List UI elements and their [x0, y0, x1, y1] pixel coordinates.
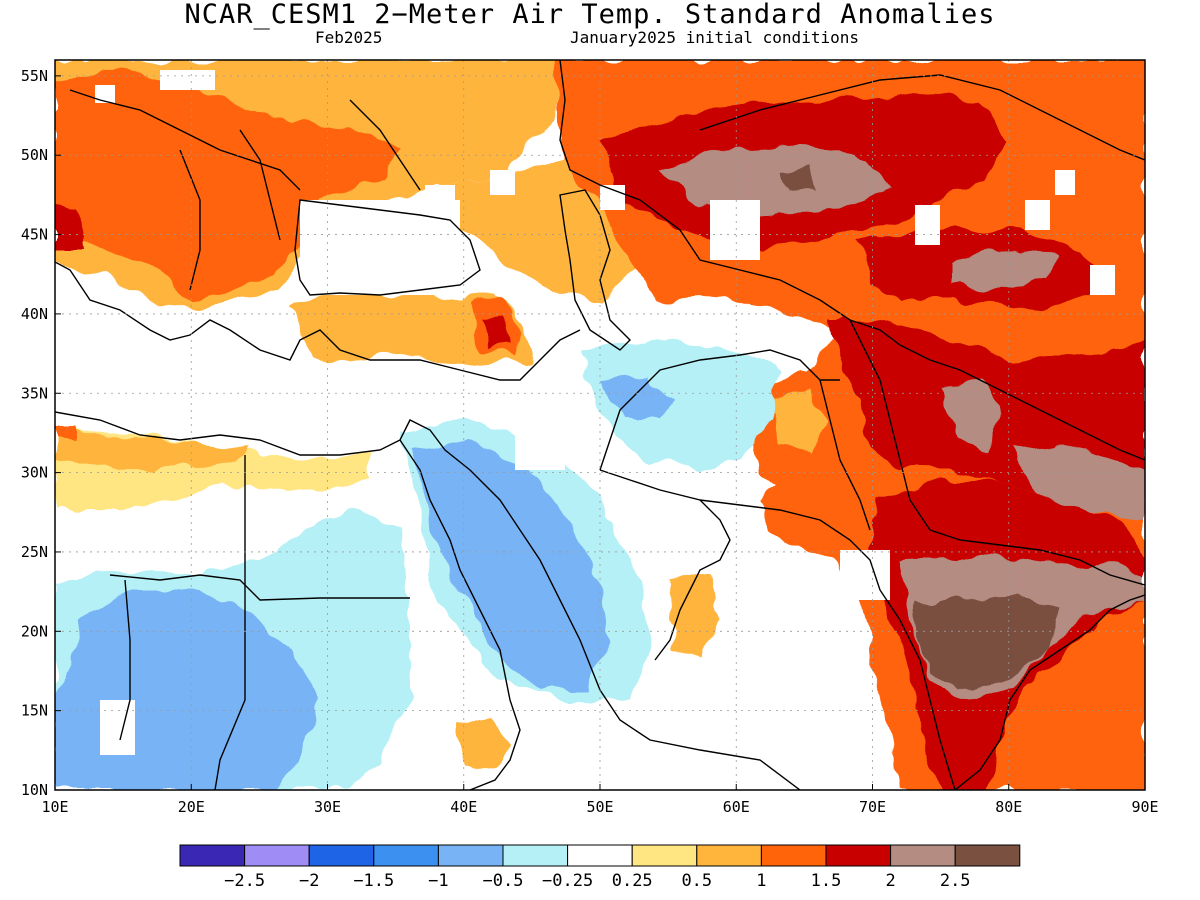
lon-tick-label: 20E [178, 798, 205, 816]
longitude-labels: 10E 20E 30E 40E 50E 60E 70E 80E 90E [41, 784, 1159, 816]
colorbar-label: 2.5 [940, 871, 971, 891]
lon-tick-label: 90E [1131, 798, 1158, 816]
lat-tick-label: 15N [21, 702, 48, 720]
lat-tick-label: 20N [21, 622, 48, 640]
lon-tick-label: 50E [586, 798, 613, 816]
colorbar-swatch [567, 844, 633, 867]
colorbar-label: 2 [885, 871, 895, 891]
colorbar-swatch [179, 844, 246, 867]
lon-tick-label: 70E [859, 798, 886, 816]
grid-lines [55, 60, 1145, 790]
lat-tick-label: 40N [21, 305, 48, 323]
colorbar-label: −2 [299, 871, 319, 891]
colorbar-swatch [373, 844, 439, 867]
lat-tick-label: 25N [21, 543, 48, 561]
lat-tick-label: 55N [21, 67, 48, 85]
map-outlines [55, 60, 1145, 790]
lat-tick-label: 35N [21, 384, 48, 402]
lat-tick-label: 10N [21, 781, 48, 799]
forecast-month: Feb2025 [315, 28, 383, 47]
initial-conditions: January2025 initial conditions [570, 28, 859, 47]
colorbar-label: −0.25 [542, 871, 593, 891]
colorbar-swatch [631, 844, 698, 867]
lon-tick-label: 30E [314, 798, 341, 816]
colorbar-labels: −2.5 −2 −1.5 −1 −0.5 −0.25 0.25 0.5 1 1.5 2 2.5 [224, 871, 970, 891]
colorbar-swatch [825, 844, 892, 867]
colorbar-swatch [502, 844, 569, 867]
lon-tick-label: 40E [450, 798, 477, 816]
map-title: NCAR_CESM1 2−Meter Air Temp. Standard An… [184, 0, 996, 30]
colorbar-swatch [760, 844, 827, 867]
lon-tick-label: 10E [41, 798, 68, 816]
colorbar-swatch [244, 844, 310, 867]
lat-tick-label: 50N [21, 146, 48, 164]
colorbar-label: −1 [428, 871, 448, 891]
latitude-labels: 10N 15N 20N 25N 30N 35N 40N 45N 50N 55N [21, 67, 61, 799]
colorbar-swatch [696, 844, 762, 867]
colorbar-swatch [890, 844, 956, 867]
colorbar-label: −1.5 [353, 871, 394, 891]
colorbar-swatch [954, 844, 1021, 867]
colorbar-label: 1 [756, 871, 766, 891]
colorbar-label: 0.25 [612, 871, 653, 891]
colorbar [179, 844, 1021, 867]
colorbar-label: 1.5 [811, 871, 842, 891]
anomaly-field [55, 60, 1145, 790]
colorbar-label: 0.5 [681, 871, 712, 891]
lat-tick-label: 45N [21, 226, 48, 244]
lon-tick-label: 80E [995, 798, 1022, 816]
colorbar-label: −2.5 [224, 871, 265, 891]
lon-tick-label: 60E [723, 798, 750, 816]
lat-tick-label: 30N [21, 464, 48, 482]
colorbar-swatch [437, 844, 504, 867]
colorbar-swatch [308, 844, 375, 867]
colorbar-label: −0.5 [483, 871, 524, 891]
